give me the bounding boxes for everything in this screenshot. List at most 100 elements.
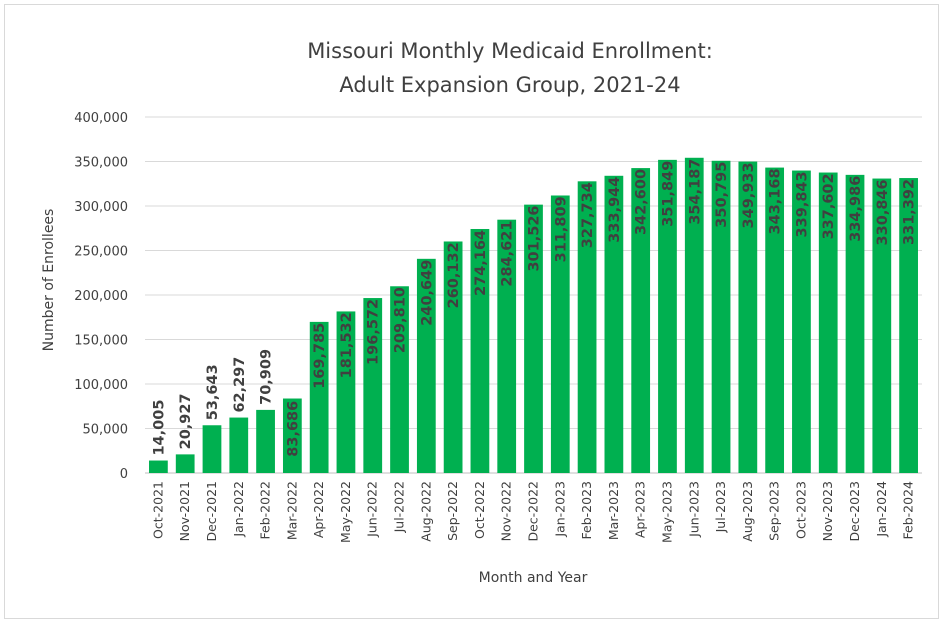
bar [470, 228, 490, 473]
data-label: 330,846 [875, 179, 891, 245]
bar [738, 161, 758, 473]
y-tick-label: 350,000 [74, 156, 128, 171]
x-tick-label: Aug-2023 [740, 481, 755, 542]
x-tick-label: Oct-2021 [150, 481, 165, 539]
bar [524, 204, 543, 474]
bar [631, 168, 651, 473]
x-axis-title: Month and Year [479, 570, 588, 586]
data-label: 337,602 [821, 173, 837, 239]
x-tick-label: Apr-2023 [633, 481, 648, 538]
x-tick-label: Jun-2023 [686, 481, 701, 538]
bar [872, 178, 892, 473]
bar [282, 398, 302, 473]
data-label: 343,168 [768, 168, 784, 234]
bar [792, 170, 811, 473]
x-tick-label: Dec-2023 [847, 481, 862, 542]
x-tick-label: Feb-2022 [258, 481, 273, 539]
data-label: 331,392 [902, 179, 918, 245]
bar [497, 219, 517, 473]
bar [363, 298, 383, 473]
x-tick-label: Mar-2023 [606, 481, 621, 540]
bar [336, 311, 356, 473]
x-tick-label: Dec-2022 [526, 481, 541, 542]
data-label: 53,643 [205, 364, 221, 420]
bar [416, 258, 436, 473]
x-tick-label: Oct-2023 [793, 481, 808, 539]
x-tick-label: Jan-2023 [552, 481, 567, 538]
bar [845, 174, 865, 473]
data-label: 169,785 [312, 323, 328, 389]
x-axis-ticks: Oct-2021 Nov-2021 Dec-2021 Jan-2022 Feb-2022… [150, 481, 915, 543]
data-label: 62,297 [232, 357, 248, 413]
bar [256, 409, 275, 473]
data-label: 327,734 [580, 182, 596, 248]
bar [604, 175, 624, 473]
data-label: 301,526 [527, 205, 543, 271]
bar [765, 167, 785, 473]
x-tick-label: Jun-2022 [365, 481, 380, 538]
bar [229, 417, 249, 473]
x-tick-label: May-2022 [338, 481, 353, 543]
data-label: 350,795 [714, 162, 730, 228]
data-label: 354,187 [687, 159, 703, 225]
data-label: 334,986 [848, 176, 864, 242]
bar [309, 321, 329, 473]
bar [390, 286, 409, 473]
y-tick-label: 100,000 [74, 378, 128, 393]
data-labels: 14,005 20,927 53,643 62,297 70,909 83,686 169,… [151, 159, 917, 457]
data-label: 342,600 [634, 169, 650, 235]
data-label: 284,621 [500, 221, 516, 287]
x-tick-label: Aug-2022 [418, 481, 433, 542]
data-label: 260,132 [446, 242, 462, 308]
y-axis-ticks: 0 50,000 100,000 150,000 200,000 250,000 300,0… [74, 111, 128, 482]
x-tick-label: Jul-2022 [392, 481, 407, 533]
y-tick-label: 150,000 [74, 334, 128, 349]
x-tick-label: Nov-2023 [820, 481, 835, 541]
data-label: 83,686 [285, 401, 301, 457]
data-label: 339,843 [794, 171, 810, 237]
bar [149, 460, 168, 473]
data-label: 351,849 [660, 161, 676, 227]
x-tick-label: Oct-2022 [472, 481, 487, 539]
y-tick-label: 0 [120, 467, 128, 482]
x-tick-label: Feb-2023 [579, 481, 594, 539]
y-tick-label: 200,000 [74, 289, 128, 304]
data-label: 70,909 [259, 349, 275, 405]
data-label: 181,532 [339, 312, 355, 378]
x-tick-label: Nov-2022 [499, 481, 514, 541]
x-tick-label: Dec-2021 [204, 481, 219, 542]
x-tick-label: Apr-2022 [311, 481, 326, 538]
x-tick-label: Jan-2022 [231, 481, 246, 538]
data-label: 349,933 [741, 162, 757, 228]
bar [711, 160, 731, 473]
data-label: 240,649 [419, 260, 435, 326]
data-label: 274,164 [473, 230, 489, 296]
y-axis-title: Number of Enrollees [41, 209, 57, 352]
y-tick-label: 400,000 [74, 111, 128, 126]
x-tick-label: May-2023 [659, 481, 674, 543]
bars [149, 157, 918, 474]
x-tick-label: Feb-2024 [901, 481, 916, 540]
data-label: 196,572 [366, 299, 382, 365]
bar [658, 159, 677, 474]
x-tick-label: Jul-2023 [713, 481, 728, 533]
bar [550, 195, 570, 473]
y-tick-label: 50,000 [83, 423, 129, 438]
x-tick-label: Mar-2022 [284, 481, 299, 540]
x-tick-label: Sep-2022 [445, 481, 460, 541]
bar [684, 157, 704, 474]
bar [175, 454, 195, 473]
data-label: 20,927 [178, 393, 194, 449]
y-tick-label: 300,000 [74, 200, 128, 215]
data-label: 311,809 [553, 196, 569, 262]
bar [577, 181, 597, 473]
bar [443, 241, 463, 473]
bar [818, 172, 838, 473]
data-label: 209,810 [393, 287, 409, 353]
chart-title-line-2: Adult Expansion Group, 2021-24 [339, 73, 680, 97]
x-tick-label: Nov-2021 [177, 481, 192, 541]
chart-title-line-1: Missouri Monthly Medicaid Enrollment: [307, 39, 713, 63]
bar [899, 178, 918, 473]
x-tick-label: Jan-2024 [874, 481, 889, 538]
